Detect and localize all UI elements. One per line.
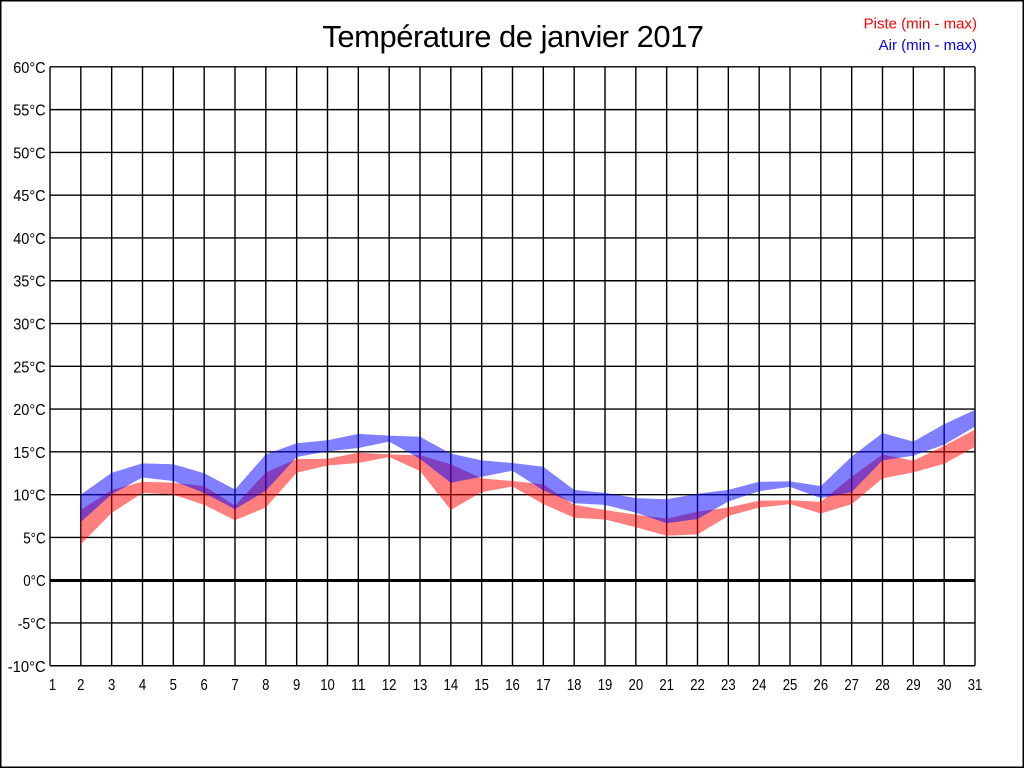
svg-text:5°C: 5°C [23,530,46,547]
svg-text:30°C: 30°C [13,317,46,334]
svg-text:6: 6 [201,677,208,694]
svg-text:12: 12 [382,677,397,694]
svg-text:4: 4 [139,677,146,694]
svg-text:5: 5 [170,677,177,694]
svg-text:60°C: 60°C [13,60,46,77]
svg-text:3: 3 [108,677,115,694]
svg-text:24: 24 [752,677,767,694]
svg-text:19: 19 [598,677,613,694]
svg-text:45°C: 45°C [13,188,46,205]
svg-text:16: 16 [505,677,520,694]
svg-text:Piste (min - max): Piste (min - max) [864,15,977,32]
svg-text:1: 1 [49,677,56,694]
svg-text:8: 8 [262,677,269,694]
svg-text:20: 20 [629,677,644,694]
svg-text:-5°C: -5°C [18,616,46,633]
svg-text:29: 29 [906,677,921,694]
svg-text:31: 31 [968,677,983,694]
svg-text:15: 15 [474,677,489,694]
svg-text:2: 2 [77,677,84,694]
svg-text:15°C: 15°C [13,445,46,462]
svg-text:Air (min - max): Air (min - max) [879,37,977,54]
svg-text:23: 23 [721,677,736,694]
svg-text:13: 13 [413,677,428,694]
svg-text:0°C: 0°C [23,573,46,590]
svg-text:10°C: 10°C [13,488,46,505]
svg-text:55°C: 55°C [13,103,46,120]
svg-text:22: 22 [690,677,705,694]
svg-text:17: 17 [536,677,551,694]
svg-text:27: 27 [844,677,859,694]
svg-text:25: 25 [783,677,798,694]
svg-text:20°C: 20°C [13,402,46,419]
svg-text:26: 26 [814,677,829,694]
svg-text:-10°C: -10°C [8,659,46,676]
svg-text:Température de janvier 2017: Température de janvier 2017 [322,19,703,54]
svg-text:35°C: 35°C [13,274,46,291]
svg-text:18: 18 [567,677,582,694]
svg-text:11: 11 [351,677,366,694]
svg-text:28: 28 [875,677,890,694]
svg-text:14: 14 [444,677,459,694]
svg-text:25°C: 25°C [13,359,46,376]
svg-text:50°C: 50°C [13,145,46,162]
svg-text:9: 9 [293,677,300,694]
svg-text:30: 30 [937,677,952,694]
svg-text:10: 10 [320,677,335,694]
svg-text:7: 7 [231,677,238,694]
svg-text:21: 21 [659,677,674,694]
svg-text:40°C: 40°C [13,231,46,248]
